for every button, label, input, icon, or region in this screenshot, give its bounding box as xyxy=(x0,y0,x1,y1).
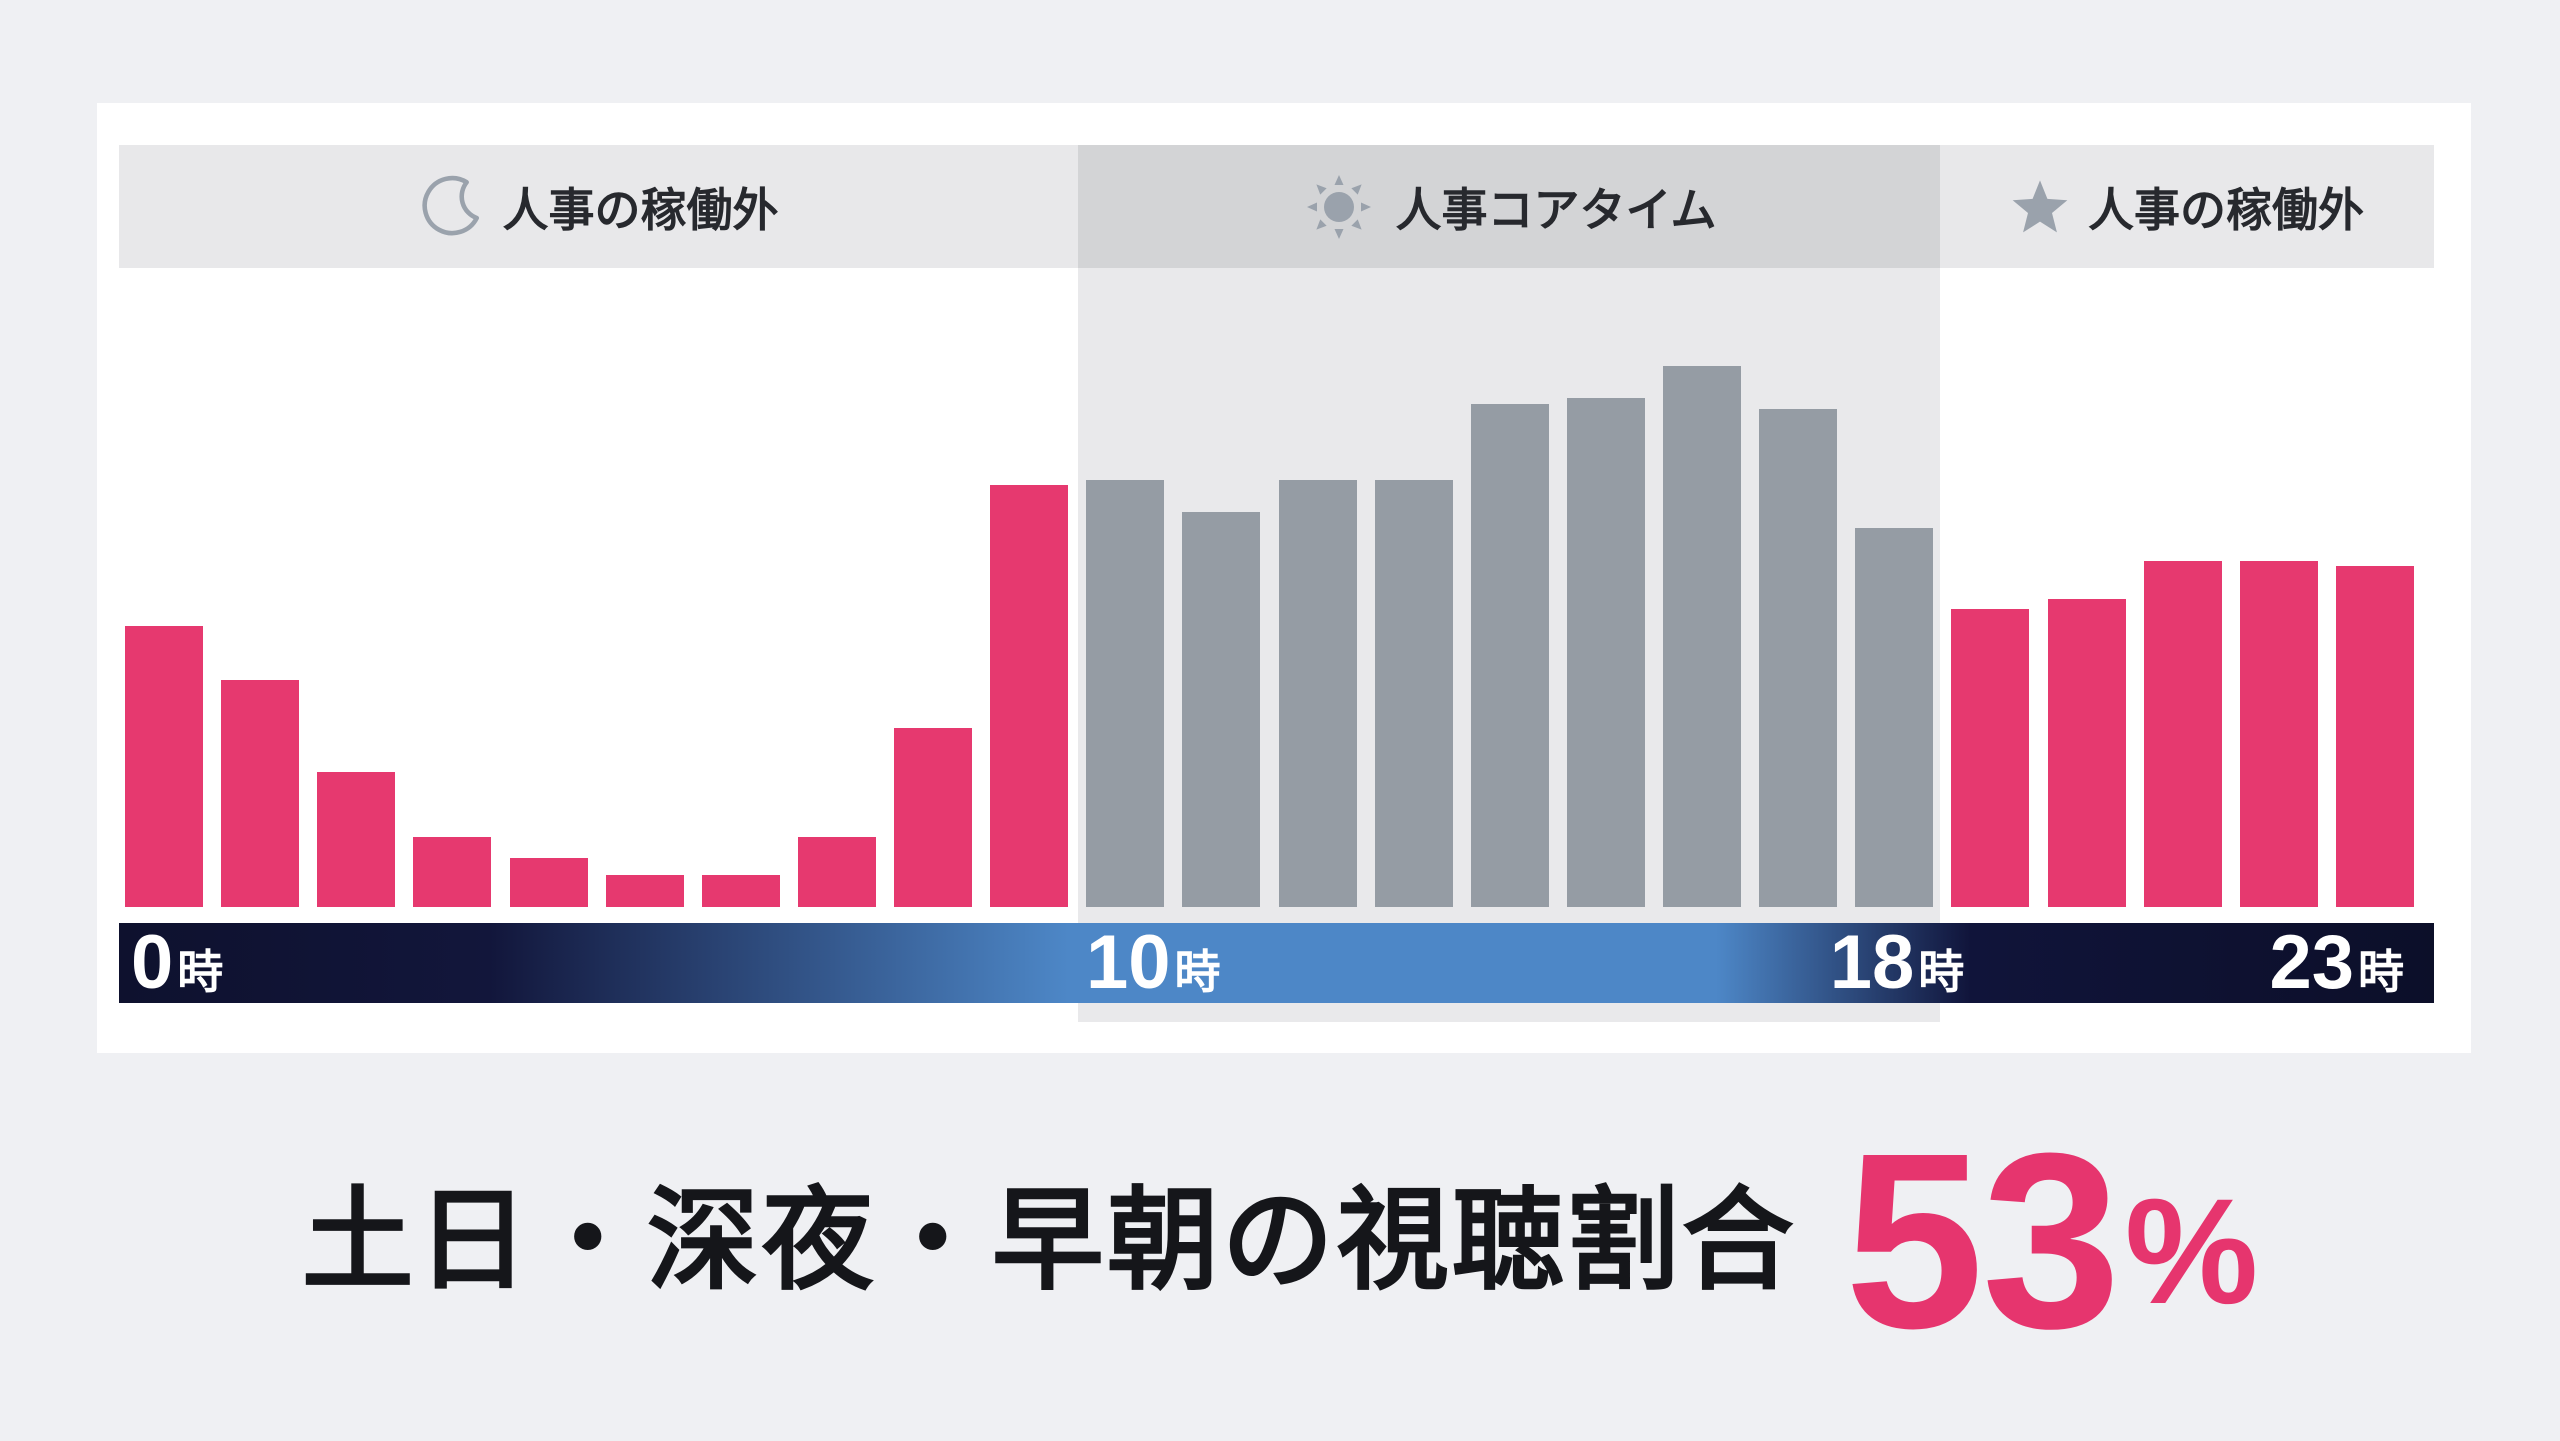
section-header-off-hours-night: 人事の稼働外 xyxy=(119,145,1078,268)
bar-hour-0 xyxy=(125,626,203,907)
bar-hour-2 xyxy=(317,772,396,907)
bar-hour-5 xyxy=(605,875,684,907)
bar-hour-23 xyxy=(2335,566,2414,907)
axis-label-10h: 10 時 xyxy=(1086,920,1221,1005)
bar-hour-16 xyxy=(1663,366,1742,907)
bar-hour-17 xyxy=(1759,409,1838,907)
headline: 土日・深夜・早朝の視聴割合 53 % xyxy=(0,1116,2560,1366)
sun-icon xyxy=(1301,169,1377,245)
bar-hour-13 xyxy=(1374,480,1453,907)
axis-label-18h: 18 時 xyxy=(1829,920,1965,1005)
headline-percentage: 53 xyxy=(1844,1101,2121,1380)
bar-hour-15 xyxy=(1566,398,1645,907)
star-icon xyxy=(2010,177,2070,237)
bar-hour-22 xyxy=(2239,561,2318,907)
bar-hour-7 xyxy=(797,837,876,907)
bar-hour-20 xyxy=(2047,599,2126,907)
moon-icon xyxy=(419,174,485,240)
bar-hour-10 xyxy=(1086,480,1165,907)
axis-label-23h: 23 時 xyxy=(2269,920,2404,1005)
section-label-core: 人事コアタイム xyxy=(1395,183,1717,236)
bar-hour-3 xyxy=(413,837,492,907)
section-header-off-hours-evening: 人事の稼働外 xyxy=(1940,145,2434,268)
bar-hour-18 xyxy=(1855,528,1934,907)
section-header-core-time: 人事コアタイム xyxy=(1078,145,1940,268)
bar-hour-1 xyxy=(221,680,300,907)
bar-hour-6 xyxy=(701,875,780,907)
headline-value: 53 % xyxy=(1845,1116,2258,1366)
bar-hour-4 xyxy=(509,858,588,907)
bar-hour-8 xyxy=(894,728,973,907)
headline-title: 土日・深夜・早朝の視聴割合 xyxy=(301,1178,1797,1303)
chart-card: 人事の稼働外 人事コアタイム xyxy=(97,103,2471,1053)
bar-hour-9 xyxy=(990,485,1069,907)
bar-hour-14 xyxy=(1470,404,1549,907)
percent-sign: % xyxy=(2124,1167,2259,1335)
bar-hour-12 xyxy=(1278,480,1357,907)
bar-hour-11 xyxy=(1182,512,1261,907)
bar-hour-19 xyxy=(1951,609,2030,907)
bar-hour-21 xyxy=(2143,561,2222,907)
section-label-night: 人事の稼働外 xyxy=(502,183,779,236)
bar-chart-area xyxy=(97,266,2471,907)
section-label-evening: 人事の稼働外 xyxy=(2088,183,2364,236)
